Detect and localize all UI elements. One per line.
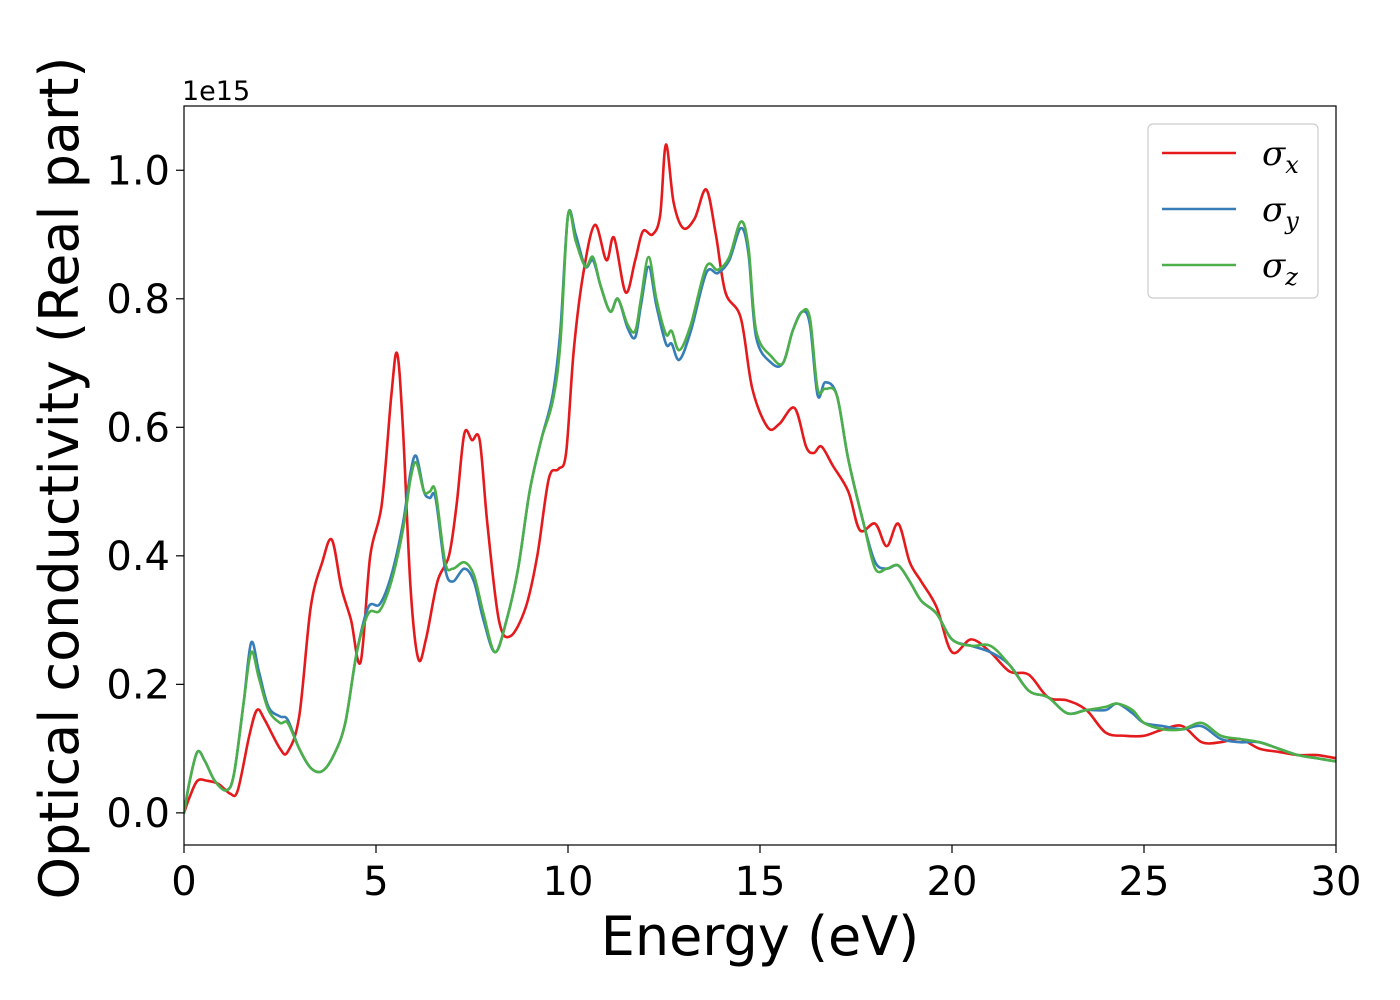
x-tick-label: 10 — [543, 859, 594, 905]
series-line-x — [184, 143, 1336, 815]
y-tick-label: 0.8 — [106, 277, 170, 323]
y-axis-title: Optical conductivity (Real part) — [28, 57, 91, 900]
y-offset-text: 1e15 — [182, 76, 250, 107]
y-axis: 0.0 0.2 0.4 0.6 0.8 1.0 — [106, 148, 184, 837]
legend-label-y: σy — [1262, 190, 1299, 235]
legend-label-x: σx — [1262, 134, 1299, 179]
x-axis-title: Energy (eV) — [601, 905, 920, 968]
x-tick-label: 25 — [1119, 859, 1170, 905]
y-tick-label: 0.4 — [106, 534, 170, 580]
y-tick-label: 1.0 — [106, 148, 170, 194]
x-tick-label: 30 — [1311, 859, 1362, 905]
x-tick-label: 0 — [171, 859, 196, 905]
series-layer — [184, 143, 1336, 815]
y-tick-label: 0.2 — [106, 662, 170, 708]
legend: σx σy σz — [1147, 123, 1319, 299]
y-tick-label: 0.6 — [106, 405, 170, 451]
plot-area — [183, 105, 1337, 846]
x-tick-label: 20 — [927, 859, 978, 905]
x-axis: 0 5 10 15 20 25 30 — [171, 845, 1361, 905]
legend-box — [1147, 123, 1319, 299]
legend-label-z: σz — [1262, 246, 1298, 291]
y-tick-label: 0.0 — [106, 791, 170, 837]
series-line-z — [184, 209, 1336, 815]
x-tick-label: 5 — [363, 859, 388, 905]
x-tick-label: 15 — [735, 859, 786, 905]
